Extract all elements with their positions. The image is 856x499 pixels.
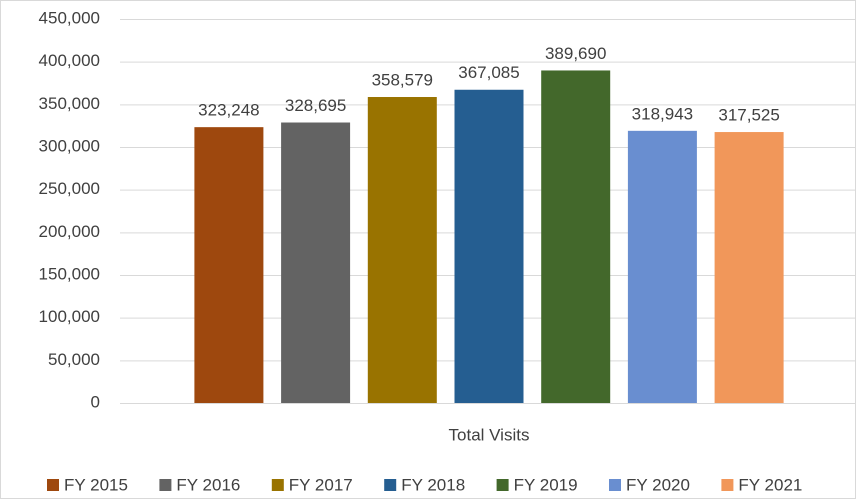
data-label: 318,943	[632, 104, 693, 123]
bar	[714, 132, 784, 403]
legend-label: FY 2017	[289, 475, 353, 494]
data-label: 367,085	[458, 63, 519, 82]
bar	[281, 122, 351, 403]
data-label: 389,690	[545, 44, 606, 63]
data-label: 328,695	[285, 96, 346, 115]
y-tick-label: 50,000	[48, 350, 100, 369]
bar	[367, 97, 437, 404]
legend-label: FY 2019	[514, 475, 578, 494]
data-label: 358,579	[372, 70, 433, 89]
y-tick-label: 450,000	[39, 8, 100, 27]
x-tick-label: Total Visits	[449, 425, 530, 444]
legend-swatch	[159, 479, 172, 491]
y-tick-label: 150,000	[39, 264, 100, 283]
legend-label: FY 2015	[64, 475, 128, 494]
legend-swatch	[721, 479, 734, 491]
legend-swatch	[609, 479, 621, 491]
bar	[194, 127, 264, 403]
bar	[541, 70, 611, 403]
legend-label: FY 2016	[176, 475, 240, 494]
bar	[454, 89, 524, 403]
y-tick-label: 200,000	[39, 222, 100, 241]
data-label: 323,248	[198, 101, 259, 120]
legend-label: FY 2018	[401, 475, 465, 494]
y-tick-label: 100,000	[39, 307, 100, 326]
legend-swatch	[47, 479, 59, 491]
y-tick-label: 250,000	[39, 179, 100, 198]
data-label: 317,525	[718, 106, 779, 125]
legend-swatch	[496, 479, 509, 491]
legend-swatch	[384, 479, 397, 491]
y-tick-label: 350,000	[39, 94, 100, 113]
y-tick-label: 300,000	[39, 136, 100, 155]
y-tick-label: 0	[91, 392, 100, 411]
legend-label: FY 2020	[626, 475, 690, 494]
y-tick-label: 400,000	[39, 51, 100, 70]
bar	[627, 130, 697, 403]
legend-swatch	[271, 479, 284, 491]
legend-label: FY 2021	[738, 475, 802, 494]
